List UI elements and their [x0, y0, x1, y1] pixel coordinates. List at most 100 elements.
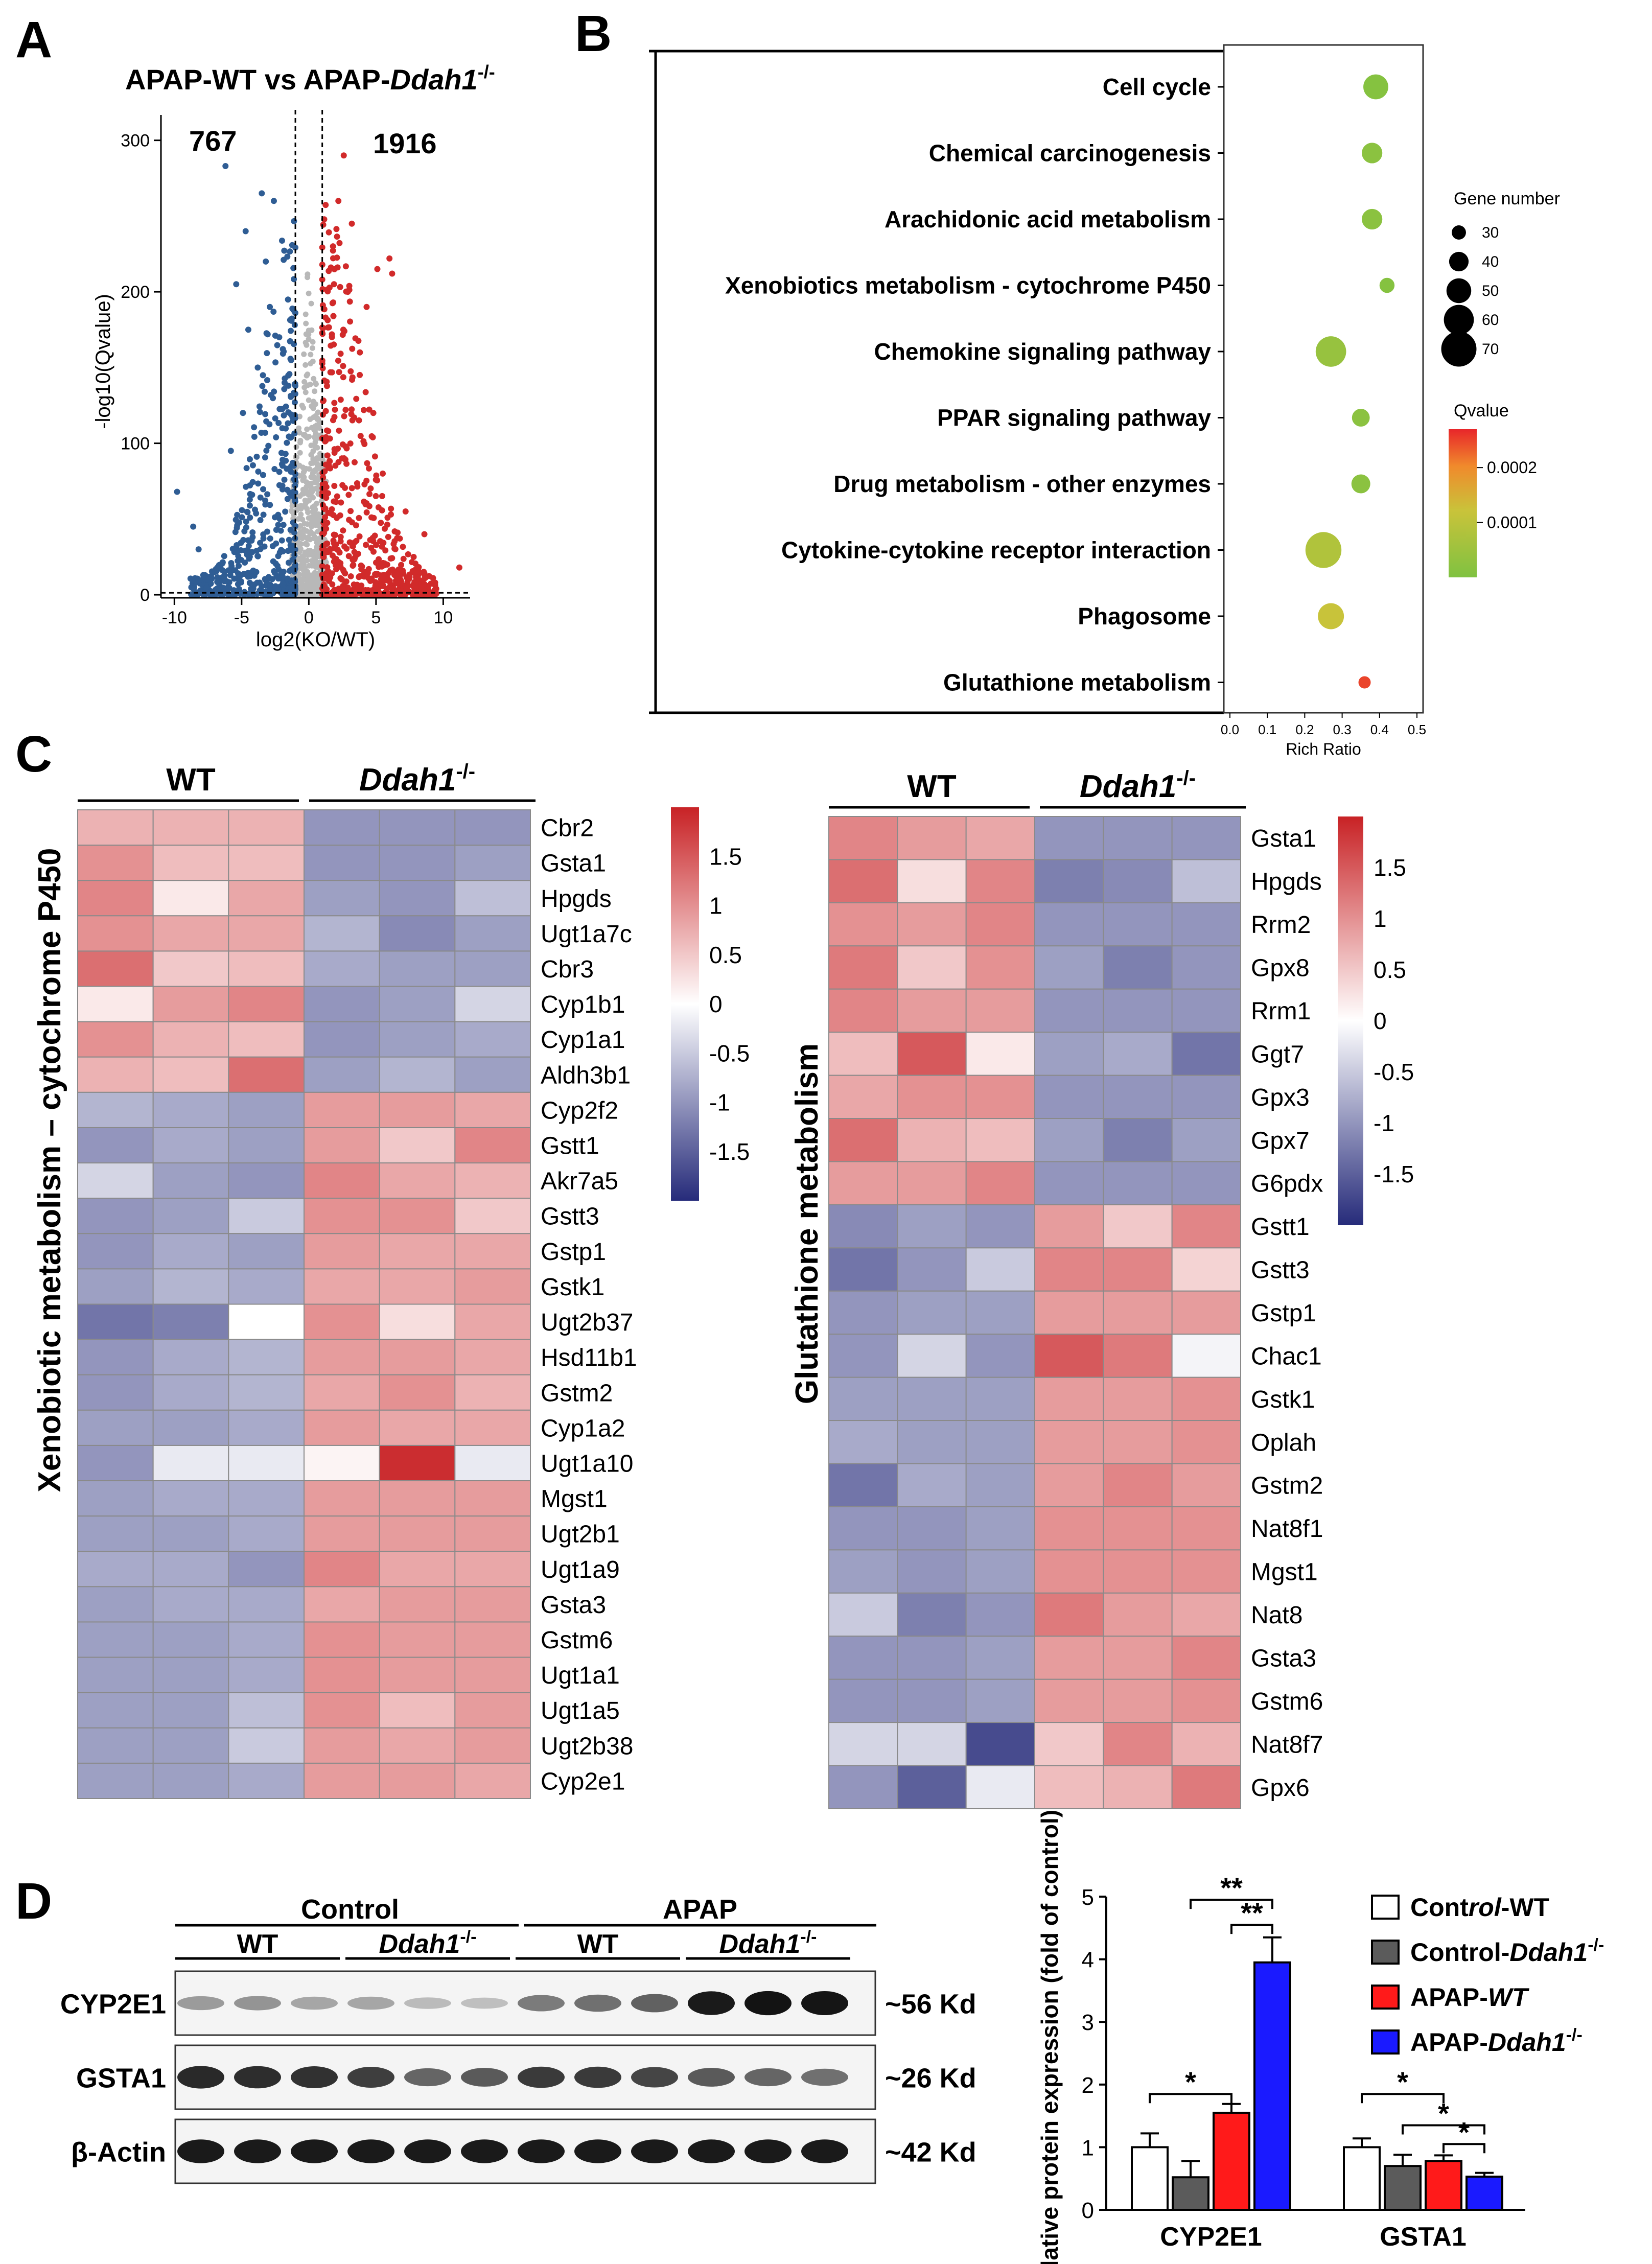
- volcano-point-down: [284, 253, 291, 260]
- volcano-point-up: [324, 452, 331, 459]
- heatmap-legend-label: 0: [709, 991, 723, 1017]
- volcano-point-down: [255, 480, 262, 487]
- blot-band: [461, 2068, 508, 2087]
- heatmap-gene-label: Ggt7: [1251, 1041, 1304, 1068]
- heatmap-cell: [1171, 1290, 1242, 1335]
- heatmap-cell: [77, 915, 154, 952]
- heatmap-cell: [454, 1444, 531, 1482]
- heatmap-cell: [152, 1198, 229, 1234]
- qvalue-legend-title: Qvalue: [1454, 401, 1509, 421]
- bar-y-tick-label: 2: [1082, 2073, 1094, 2098]
- heatmap-cell: [454, 1762, 531, 1799]
- heatmap-cell: [152, 1762, 229, 1799]
- volcano-point-down: [260, 531, 267, 538]
- volcano-point-ns: [316, 420, 322, 426]
- heatmap-cell: [897, 902, 967, 947]
- heatmap-cell: [828, 1592, 898, 1637]
- volcano-point-ns: [309, 572, 315, 578]
- gene-number-legend-label: 50: [1482, 283, 1499, 299]
- volcano-point-up: [366, 503, 373, 509]
- heatmap-cell: [965, 1420, 1035, 1464]
- heatmap-cell: [965, 1334, 1035, 1378]
- volcano-point-up: [406, 575, 412, 581]
- volcano-point-up: [327, 435, 333, 442]
- volcano-point-down: [283, 425, 289, 432]
- bar-legend-label: APAP-WT: [1410, 1983, 1530, 2012]
- heatmap-cell: [828, 988, 898, 1033]
- volcano-point-down: [253, 453, 260, 460]
- heatmap-cell: [77, 1374, 154, 1411]
- volcano-x-label: log2(KO/WT): [256, 628, 375, 651]
- volcano-point-up: [369, 434, 376, 440]
- heatmap-cell: [77, 1056, 154, 1093]
- heatmap-cell: [304, 845, 380, 881]
- heatmap-cell: [228, 1444, 305, 1482]
- volcano-point-up: [322, 314, 329, 321]
- heatmap-cell: [152, 1268, 229, 1305]
- blot-band: [688, 2068, 735, 2087]
- heatmap-cell: [454, 950, 531, 987]
- bar-legend-label-part: Control-: [1410, 1938, 1509, 1967]
- volcano-point-up: [363, 304, 370, 310]
- blot-subgroup-ko-name: Ddah1: [719, 1929, 800, 1959]
- volcano-point-ns: [306, 563, 312, 569]
- bubble-pathway-label: Arachidonic acid metabolism: [885, 206, 1211, 232]
- heatmap-cell: [379, 1515, 456, 1552]
- volcano-point-ns: [309, 519, 315, 525]
- blot-band: [574, 2139, 621, 2163]
- panel-label-a: A: [15, 11, 52, 68]
- volcano-point-up: [413, 579, 420, 586]
- heatmap-cell: [379, 1268, 456, 1305]
- volcano-point-down: [246, 456, 253, 462]
- heatmap-cell: [897, 1506, 967, 1551]
- volcano-point-up: [385, 533, 391, 540]
- volcano-point-down: [263, 447, 270, 454]
- volcano-point-up: [325, 229, 332, 236]
- heatmap-cell: [1103, 945, 1173, 990]
- volcano-point-down: [292, 383, 298, 389]
- volcano-point-down: [275, 575, 282, 582]
- volcano-point-ns: [307, 530, 313, 536]
- heatmap-cell: [1034, 1463, 1104, 1507]
- volcano-point-down: [291, 563, 298, 569]
- volcano-title-gene: Ddah1: [390, 63, 478, 96]
- bubble-x-tick-label: 0.0: [1221, 722, 1239, 737]
- heatmap-gene-label: Ugt2b37: [541, 1309, 633, 1336]
- heatmap-cell: [1103, 859, 1173, 903]
- volcano-point-down: [288, 463, 294, 470]
- volcano-point-ns: [298, 511, 304, 518]
- heatmap-cell: [828, 1290, 898, 1335]
- heatmap-cell: [77, 1515, 154, 1552]
- heatmap-cell: [965, 902, 1035, 947]
- qvalue-legend-label: 0.0001: [1487, 514, 1537, 532]
- heatmap-cell: [152, 950, 229, 987]
- volcano-point-ns: [299, 403, 305, 409]
- bar-rect: [1131, 2146, 1169, 2211]
- bubble-x-label: Rich Ratio: [1286, 740, 1361, 758]
- volcano-point-down: [246, 553, 253, 560]
- heatmap-cell: [897, 1549, 967, 1594]
- heatmap-cell: [152, 1091, 229, 1128]
- heatmap-legend-label: -1.5: [1374, 1161, 1414, 1187]
- heatmap-cell: [897, 1636, 967, 1680]
- heatmap-cell: [1171, 1463, 1242, 1507]
- volcano-point-up: [320, 221, 327, 228]
- heatmap-cell: [228, 950, 305, 987]
- volcano-point-ns: [310, 468, 316, 474]
- heatmap-gene-label: Chac1: [1251, 1343, 1322, 1370]
- volcano-point-up: [373, 591, 379, 597]
- bubble-point: [1362, 143, 1383, 164]
- bar-y-label: Relative protein expression (fold of con…: [1036, 1810, 1063, 2264]
- heatmap-cell: [1171, 902, 1242, 947]
- heatmap-cell: [379, 845, 456, 881]
- bar-rect: [1384, 2165, 1422, 2211]
- volcano-point-down: [278, 537, 285, 544]
- heatmap-cell: [77, 1233, 154, 1270]
- bubble-pathway-label: Glutathione metabolism: [943, 669, 1211, 696]
- heatmap-cell: [454, 880, 531, 917]
- heatmap-cell: [228, 845, 305, 881]
- heatmap-glutathione-group-ko-name: Ddah1: [1080, 769, 1176, 804]
- heatmap-cell: [152, 1621, 229, 1658]
- volcano-point-ns: [310, 405, 316, 411]
